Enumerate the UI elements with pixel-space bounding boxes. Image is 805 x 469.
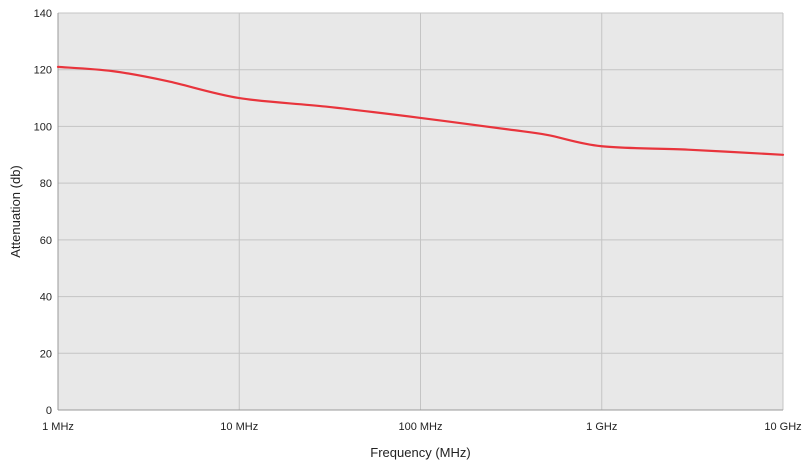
y-tick-label: 140 bbox=[34, 8, 52, 20]
x-tick-label: 10 GHz bbox=[764, 421, 801, 433]
y-tick-label: 20 bbox=[40, 348, 52, 360]
y-tick-label: 0 bbox=[46, 405, 52, 417]
y-tick-label: 120 bbox=[34, 65, 52, 77]
x-tick-label: 1 MHz bbox=[42, 421, 74, 433]
y-tick-label: 60 bbox=[40, 235, 52, 247]
y-tick-label: 80 bbox=[40, 178, 52, 190]
x-tick-label: 100 MHz bbox=[398, 421, 442, 433]
series-line bbox=[56, 65, 785, 156]
y-tick-label: 100 bbox=[34, 121, 52, 133]
x-axis-title: Frequency (MHz) bbox=[370, 445, 470, 460]
y-tick-label: 40 bbox=[40, 292, 52, 304]
x-tick-label: 10 MHz bbox=[220, 421, 258, 433]
y-axis-title: Attenuation (db) bbox=[8, 165, 23, 258]
x-tick-label: 1 GHz bbox=[586, 421, 617, 433]
series-layer bbox=[56, 65, 785, 156]
axis-layer bbox=[57, 13, 783, 411]
tick-label-layer: 0 20 40 60 80 100 120 140 1 MHz 10 MHz 100 MHz 1 GH… bbox=[34, 8, 802, 433]
